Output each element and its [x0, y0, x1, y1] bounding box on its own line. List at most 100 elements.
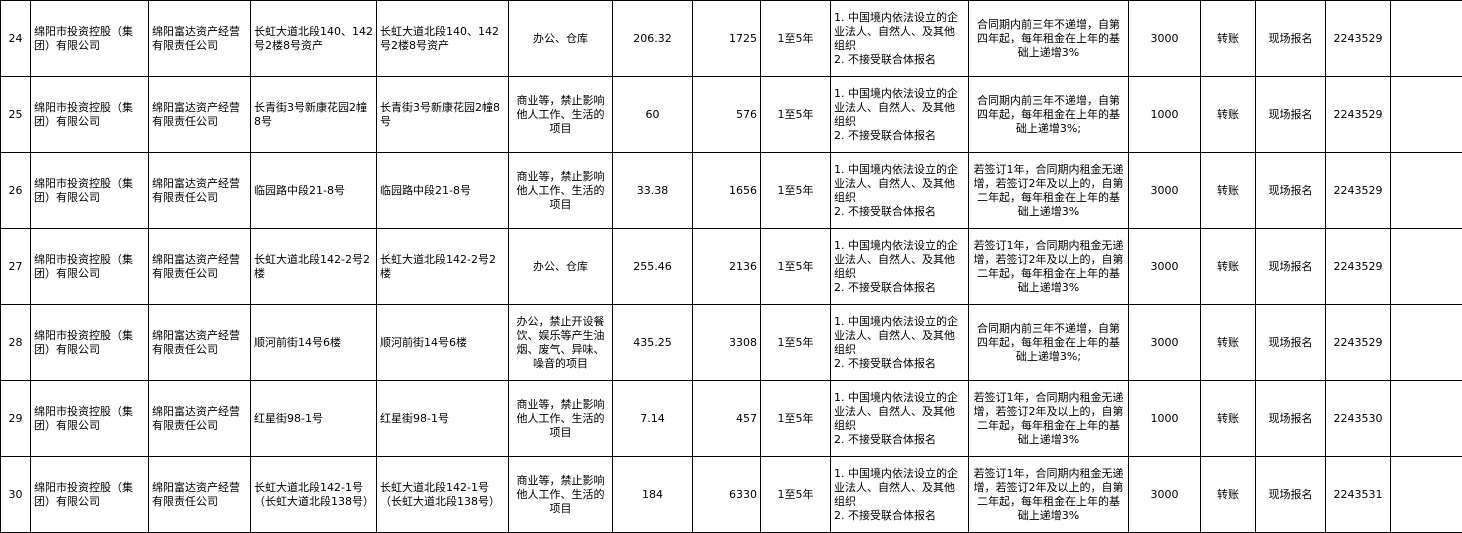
table-cell: 1至5年	[760, 228, 831, 305]
table-cell: 3000	[1128, 228, 1201, 305]
table-cell: 1. 中国境内依法设立的企业法人、自然人、及其他组织 2. 不接受联合体报名	[830, 380, 969, 457]
empty-cell	[1390, 456, 1462, 533]
table-cell: 2136	[692, 228, 761, 305]
table-cell: 25	[0, 76, 31, 153]
table-cell: 现场报名	[1255, 456, 1326, 533]
table-cell: 29	[0, 380, 31, 457]
table-cell: 2243529	[1325, 0, 1391, 77]
table-cell: 转账	[1200, 304, 1256, 381]
table-cell: 1. 中国境内依法设立的企业法人、自然人、及其他组织 2. 不接受联合体报名	[830, 0, 969, 77]
cell-line: 1. 中国境内依法设立的企业法人、自然人、及其他组织	[834, 466, 958, 508]
table-cell: 红星街98-1号	[250, 380, 377, 457]
table-row: 24 绵阳市投资控股（集团）有限公司 绵阳富达资产经营有限责任公司 长虹大道北段140…	[0, 0, 1462, 77]
table-cell: 转账	[1200, 0, 1256, 77]
table-cell: 2243529	[1325, 304, 1391, 381]
table-cell: 合同期内前三年不递增，自第四年起，每年租金在上年的基础上递增3%	[968, 0, 1129, 77]
table-cell: 若签订1年，合同期内租金无递增，若签订2年及以上的，自第二年起，每年租金在上年的…	[968, 152, 1129, 229]
table-cell: 现场报名	[1255, 0, 1326, 77]
table-cell: 顺河前街14号6楼	[250, 304, 377, 381]
table-cell: 商业等，禁止影响他人工作、生活的项目	[508, 152, 613, 229]
cell-line: 2. 不接受联合体报名	[834, 356, 936, 370]
table-cell: 33.38	[612, 152, 693, 229]
table-cell: 1至5年	[760, 456, 831, 533]
cell-line: 1. 中国境内依法设立的企业法人、自然人、及其他组织	[834, 162, 958, 204]
table-cell: 2243529	[1325, 152, 1391, 229]
table-cell: 绵阳富达资产经营有限责任公司	[148, 0, 251, 77]
table-cell: 576	[692, 76, 761, 153]
table-cell: 1000	[1128, 76, 1201, 153]
table-cell: 绵阳富达资产经营有限责任公司	[148, 380, 251, 457]
table-cell: 1000	[1128, 380, 1201, 457]
cell-line: 2. 不接受联合体报名	[834, 280, 936, 294]
table-row: 30 绵阳市投资控股（集团）有限公司 绵阳富达资产经营有限责任公司 长虹大道北段142…	[0, 456, 1462, 533]
cell-line: 2. 不接受联合体报名	[834, 128, 936, 142]
table-cell: 办公、仓库	[508, 0, 613, 77]
table-cell: 现场报名	[1255, 76, 1326, 153]
table-cell: 长虹大道北段142-1号（长虹大道北段138号）	[250, 456, 377, 533]
cell-line: 2. 不接受联合体报名	[834, 508, 936, 522]
table-cell: 3000	[1128, 152, 1201, 229]
table-cell: 1725	[692, 0, 761, 77]
table-row: 28 绵阳市投资控股（集团）有限公司 绵阳富达资产经营有限责任公司 顺河前街14号6楼…	[0, 304, 1462, 381]
table-cell: 红星街98-1号	[376, 380, 509, 457]
table-cell: 长青街3号新康花园2幢8号	[376, 76, 509, 153]
table-cell: 1. 中国境内依法设立的企业法人、自然人、及其他组织 2. 不接受联合体报名	[830, 76, 969, 153]
empty-cell	[1390, 380, 1462, 457]
empty-cell	[1390, 0, 1462, 77]
table-cell: 3000	[1128, 456, 1201, 533]
table-cell: 60	[612, 76, 693, 153]
table-cell: 长虹大道北段142-1号（长虹大道北段138号）	[376, 456, 509, 533]
table-cell: 457	[692, 380, 761, 457]
table-cell: 30	[0, 456, 31, 533]
table-cell: 绵阳富达资产经营有限责任公司	[148, 228, 251, 305]
table-cell: 绵阳市投资控股（集团）有限公司	[30, 228, 149, 305]
table-cell: 184	[612, 456, 693, 533]
table-cell: 现场报名	[1255, 304, 1326, 381]
table-cell: 转账	[1200, 456, 1256, 533]
table-cell: 2243529	[1325, 76, 1391, 153]
table-cell: 转账	[1200, 380, 1256, 457]
table-cell: 合同期内前三年不递增，自第四年起，每年租金在上年的基础上递增3%;	[968, 304, 1129, 381]
table-cell: 206.32	[612, 0, 693, 77]
table-cell: 办公，禁止开设餐饮、娱乐等产生油烟、废气、异味、噪音的项目	[508, 304, 613, 381]
table-cell: 绵阳市投资控股（集团）有限公司	[30, 76, 149, 153]
table-cell: 1. 中国境内依法设立的企业法人、自然人、及其他组织 2. 不接受联合体报名	[830, 228, 969, 305]
table-cell: 1至5年	[760, 0, 831, 77]
table-cell: 绵阳市投资控股（集团）有限公司	[30, 0, 149, 77]
table-cell: 转账	[1200, 76, 1256, 153]
table-cell: 1656	[692, 152, 761, 229]
cell-line: 1. 中国境内依法设立的企业法人、自然人、及其他组织	[834, 86, 958, 128]
table-cell: 若签订1年，合同期内租金无递增，若签订2年及以上的，自第二年起，每年租金在上年的…	[968, 228, 1129, 305]
cell-line: 2. 不接受联合体报名	[834, 204, 936, 218]
table-cell: 绵阳市投资控股（集团）有限公司	[30, 456, 149, 533]
table-row: 26 绵阳市投资控股（集团）有限公司 绵阳富达资产经营有限责任公司 临园路中段21-8…	[0, 152, 1462, 229]
table-cell: 合同期内前三年不递增，自第四年起，每年租金在上年的基础上递增3%;	[968, 76, 1129, 153]
table-cell: 办公、仓库	[508, 228, 613, 305]
table-cell: 435.25	[612, 304, 693, 381]
table-cell: 长青街3号新康花园2幢8号	[250, 76, 377, 153]
table-cell: 若签订1年，合同期内租金无递增，若签订2年及以上的，自第二年起，每年租金在上年的…	[968, 380, 1129, 457]
table-cell: 现场报名	[1255, 152, 1326, 229]
table-cell: 长虹大道北段142-2号2楼	[250, 228, 377, 305]
cell-line: 2. 不接受联合体报名	[834, 52, 936, 66]
table-cell: 6330	[692, 456, 761, 533]
table-cell: 255.46	[612, 228, 693, 305]
table-cell: 长虹大道北段140、142号2楼8号资产	[250, 0, 377, 77]
table-cell: 现场报名	[1255, 380, 1326, 457]
cell-line: 1. 中国境内依法设立的企业法人、自然人、及其他组织	[834, 238, 958, 280]
empty-cell	[1390, 304, 1462, 381]
table-cell: 商业等，禁止影响他人工作、生活的项目	[508, 380, 613, 457]
table-cell: 7.14	[612, 380, 693, 457]
table-row: 25 绵阳市投资控股（集团）有限公司 绵阳富达资产经营有限责任公司 长青街3号新康花园…	[0, 76, 1462, 153]
table-cell: 3000	[1128, 304, 1201, 381]
table-cell: 现场报名	[1255, 228, 1326, 305]
table-cell: 1至5年	[760, 152, 831, 229]
table-cell: 1. 中国境内依法设立的企业法人、自然人、及其他组织 2. 不接受联合体报名	[830, 304, 969, 381]
table-cell: 长虹大道北段142-2号2楼	[376, 228, 509, 305]
table-cell: 商业等，禁止影响他人工作、生活的项目	[508, 456, 613, 533]
table-cell: 26	[0, 152, 31, 229]
table-cell: 临园路中段21-8号	[376, 152, 509, 229]
table-cell: 24	[0, 0, 31, 77]
